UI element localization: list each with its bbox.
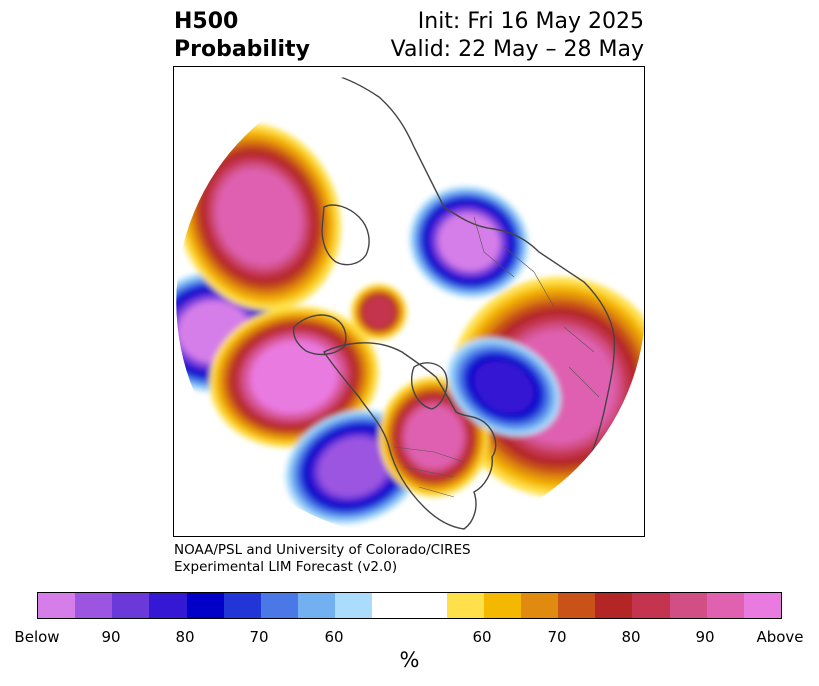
anomaly-contour — [405, 405, 463, 469]
colorbar — [37, 592, 782, 619]
eurasia-coast — [333, 74, 616, 468]
title-variable: H500 — [174, 9, 239, 34]
colorbar-swatch — [223, 593, 261, 618]
colorbar-swatch — [186, 593, 224, 618]
anomaly-contour — [473, 360, 535, 414]
colorbar-tick-label: 70 — [249, 628, 269, 646]
north-america-coast — [322, 342, 497, 530]
anomaly-contour — [216, 168, 302, 266]
colorbar-tick-label: 70 — [547, 628, 567, 646]
colorbar-swatch — [706, 593, 744, 618]
colorbar-swatch — [743, 593, 782, 618]
colorbar-tick-label: 80 — [621, 628, 641, 646]
credit-text: NOAA/PSL and University of Colorado/CIRE… — [174, 542, 471, 576]
colorbar-swatch — [38, 593, 76, 618]
colorbar-swatch — [483, 593, 522, 618]
colorbar-swatch — [149, 593, 187, 618]
colorbar-swatch — [372, 593, 447, 618]
init-date: Init: Fri 16 May 2025 — [417, 9, 644, 34]
valid-range: Valid: 22 May – 28 May — [390, 37, 644, 62]
title-quantity: Probability — [174, 37, 310, 62]
credit-line-2: Experimental LIM Forecast (v2.0) — [174, 559, 398, 575]
credit-line-1: NOAA/PSL and University of Colorado/CIRE… — [174, 542, 471, 558]
borders — [393, 216, 600, 498]
colorbar-swatch — [558, 593, 596, 618]
colorbar-tick-label: Above — [756, 628, 804, 646]
colorbar-swatch — [335, 593, 373, 618]
colorbar-swatch — [112, 593, 150, 618]
probability-field — [176, 67, 644, 536]
colorbar-swatch — [260, 593, 299, 618]
colorbar-swatch — [298, 593, 336, 618]
anomaly-contour — [363, 296, 395, 328]
colorbar-tick-label: 90 — [695, 628, 715, 646]
colorbar-swatch — [521, 593, 559, 618]
greenland-coast — [410, 362, 448, 410]
colorbar-ticks: Below 90 80 70 60 60 70 80 90 Above — [0, 628, 819, 648]
colorbar-tick-label: 90 — [101, 628, 121, 646]
colorbar-unit: % — [399, 648, 420, 672]
colorbar-swatch — [446, 593, 484, 618]
colorbar-tick-label: 60 — [324, 628, 344, 646]
colorbar-swatch — [595, 593, 633, 618]
polar-map-frame — [173, 66, 645, 537]
colorbar-tick-label: 80 — [175, 628, 195, 646]
colorbar-swatch — [75, 593, 113, 618]
coastlines — [292, 74, 616, 530]
alaska-coast — [292, 314, 347, 356]
colorbar-tick-label: Below — [14, 628, 60, 646]
anomaly-contour — [318, 437, 390, 497]
map-title: H500 Probability — [174, 8, 310, 64]
forecast-dates: Init: Fri 16 May 2025 Valid: 22 May – 28… — [391, 8, 644, 64]
polar-map — [175, 67, 644, 536]
anomaly-contour — [250, 340, 338, 414]
colorbar-tick-label: 60 — [472, 628, 492, 646]
colorbar-swatch — [669, 593, 707, 618]
kamchatka-coast — [321, 204, 370, 266]
colorbar-swatch — [632, 593, 670, 618]
